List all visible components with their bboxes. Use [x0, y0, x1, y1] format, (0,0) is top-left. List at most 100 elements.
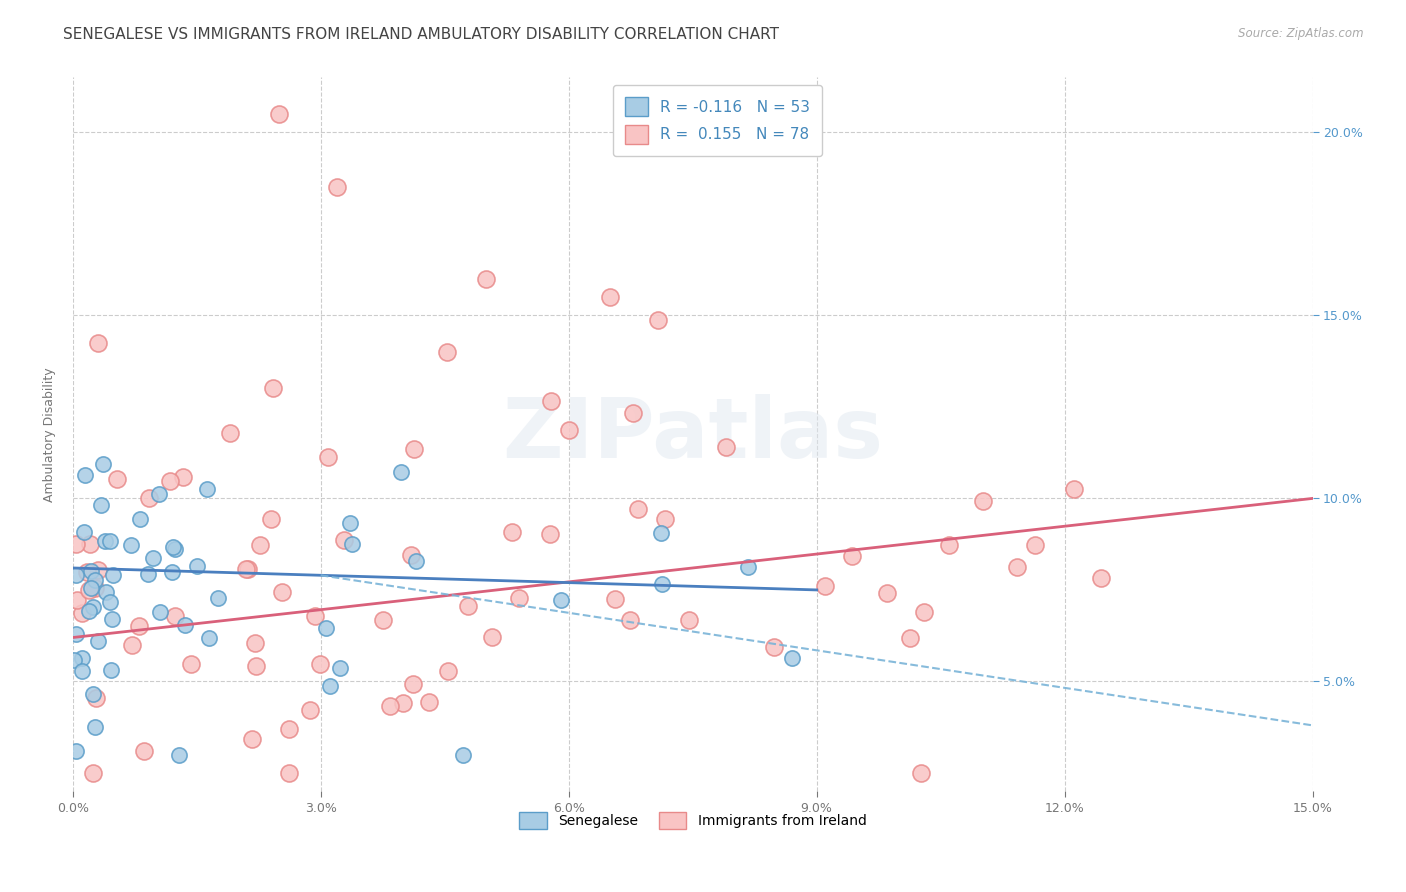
Point: [814, 578, 837, 592]
Point: [172, 470, 194, 484]
Point: [319, 679, 342, 693]
Point: [1024, 538, 1046, 552]
Point: [87, 563, 110, 577]
Point: [73, 468, 96, 483]
Point: [180, 657, 202, 671]
Point: [557, 423, 579, 437]
Point: [207, 591, 229, 605]
Point: [240, 731, 263, 746]
Point: [83, 581, 105, 595]
Point: [475, 272, 498, 286]
Point: [66, 593, 89, 607]
Point: [326, 180, 349, 194]
Point: [101, 612, 124, 626]
Point: [87, 336, 110, 351]
Point: [105, 472, 128, 486]
Point: [392, 697, 415, 711]
Point: [160, 565, 183, 579]
Point: [195, 483, 218, 497]
Point: [84, 573, 107, 587]
Point: [912, 605, 935, 619]
Point: [508, 591, 530, 606]
Text: Source: ZipAtlas.com: Source: ZipAtlas.com: [1239, 27, 1364, 40]
Point: [174, 617, 197, 632]
Point: [402, 677, 425, 691]
Point: [938, 538, 960, 552]
Point: [235, 562, 257, 576]
Point: [94, 533, 117, 548]
Point: [1063, 482, 1085, 496]
Point: [76, 565, 98, 579]
Point: [65, 744, 87, 758]
Legend: Senegalese, Immigrants from Ireland: Senegalese, Immigrants from Ireland: [513, 806, 872, 834]
Point: [714, 440, 737, 454]
Y-axis label: Ambulatory Disability: Ambulatory Disability: [44, 367, 56, 501]
Point: [277, 722, 299, 736]
Point: [128, 619, 150, 633]
Point: [309, 657, 332, 671]
Point: [245, 636, 267, 650]
Point: [165, 608, 187, 623]
Point: [94, 585, 117, 599]
Point: [121, 638, 143, 652]
Point: [80, 564, 103, 578]
Point: [626, 501, 648, 516]
Point: [599, 290, 621, 304]
Point: [340, 536, 363, 550]
Point: [65, 627, 87, 641]
Point: [70, 651, 93, 665]
Point: [100, 664, 122, 678]
Point: [481, 630, 503, 644]
Point: [100, 595, 122, 609]
Point: [315, 621, 337, 635]
Point: [149, 605, 172, 619]
Point: [540, 394, 562, 409]
Point: [603, 591, 626, 606]
Point: [72, 664, 94, 678]
Point: [910, 766, 932, 780]
Point: [371, 613, 394, 627]
Point: [260, 511, 283, 525]
Point: [378, 698, 401, 713]
Point: [86, 634, 108, 648]
Point: [621, 406, 644, 420]
Point: [647, 313, 669, 327]
Point: [389, 466, 412, 480]
Point: [142, 550, 165, 565]
Point: [163, 541, 186, 556]
Point: [451, 747, 474, 762]
Point: [437, 665, 460, 679]
Point: [236, 562, 259, 576]
Point: [329, 660, 352, 674]
Point: [298, 703, 321, 717]
Point: [436, 345, 458, 359]
Point: [159, 474, 181, 488]
Point: [84, 691, 107, 706]
Point: [1005, 560, 1028, 574]
Point: [841, 549, 863, 563]
Point: [270, 585, 292, 599]
Point: [763, 640, 786, 655]
Point: [898, 631, 921, 645]
Point: [84, 720, 107, 734]
Point: [63, 653, 86, 667]
Point: [80, 581, 103, 595]
Point: [65, 537, 87, 551]
Point: [82, 766, 104, 780]
Point: [249, 538, 271, 552]
Point: [339, 516, 361, 530]
Point: [782, 651, 804, 665]
Point: [245, 658, 267, 673]
Point: [501, 525, 523, 540]
Point: [876, 586, 898, 600]
Text: ZIPatlas: ZIPatlas: [502, 394, 883, 475]
Point: [651, 577, 673, 591]
Point: [138, 566, 160, 581]
Point: [98, 534, 121, 549]
Point: [79, 537, 101, 551]
Point: [82, 687, 104, 701]
Point: [77, 603, 100, 617]
Point: [277, 766, 299, 780]
Point: [316, 450, 339, 464]
Point: [678, 613, 700, 627]
